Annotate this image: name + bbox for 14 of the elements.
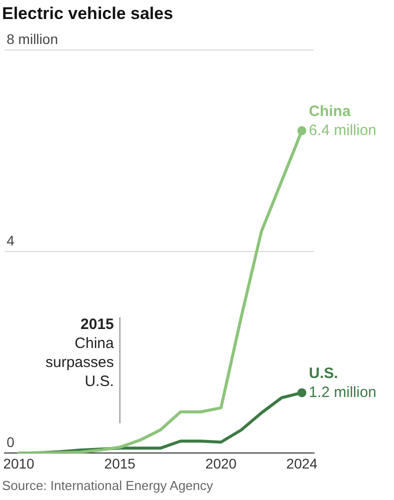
y-tick-label: 8 million [6, 30, 58, 47]
data-label: 1.2 million [308, 384, 376, 401]
data-label: 6.4 million [308, 122, 376, 139]
x-tick-label: 2020 [205, 455, 237, 472]
series-label: U.S. [308, 364, 338, 382]
y-tick-label: 0 [6, 434, 15, 450]
source-note: Source: International Energy Agency [2, 478, 214, 493]
x-tick-label: 2024 [286, 455, 318, 472]
ref-line-label: 2015 China surpasses U.S. [46, 316, 115, 390]
series-label: China [308, 102, 352, 120]
x-tick-label: 2015 [104, 455, 136, 472]
chart-title: Electric vehicle sales [2, 4, 174, 24]
y-tick-label: 4 [6, 232, 15, 248]
x-tick-label: 2010 [3, 455, 35, 472]
